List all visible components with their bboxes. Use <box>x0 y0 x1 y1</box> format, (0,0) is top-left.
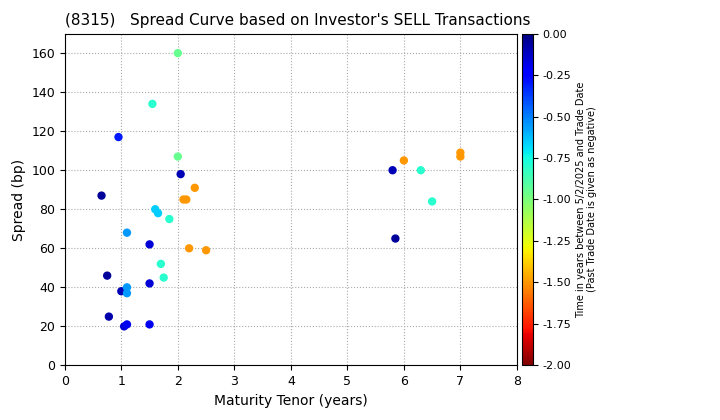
Point <box>155 260 166 267</box>
Point <box>103 313 114 320</box>
Point <box>172 153 184 160</box>
Point <box>144 280 156 287</box>
Point <box>150 206 161 213</box>
Text: (8315)   Spread Curve based on Investor's SELL Transactions: (8315) Spread Curve based on Investor's … <box>65 13 531 28</box>
Point <box>181 196 192 203</box>
Point <box>121 321 132 328</box>
Point <box>144 321 156 328</box>
Point <box>415 167 426 173</box>
Point <box>96 192 107 199</box>
Point <box>163 215 175 222</box>
Point <box>398 157 410 164</box>
Point <box>387 167 398 173</box>
Point <box>200 247 212 254</box>
Point <box>118 323 130 330</box>
Point <box>175 171 186 178</box>
Point <box>390 235 401 242</box>
Point <box>178 196 189 203</box>
X-axis label: Maturity Tenor (years): Maturity Tenor (years) <box>214 394 368 408</box>
Point <box>121 290 132 297</box>
Point <box>184 245 195 252</box>
Point <box>121 284 132 291</box>
Point <box>454 153 466 160</box>
Point <box>172 50 184 56</box>
Point <box>426 198 438 205</box>
Y-axis label: Spread (bp): Spread (bp) <box>12 158 26 241</box>
Point <box>121 229 132 236</box>
Point <box>102 272 113 279</box>
Point <box>147 100 158 107</box>
Point <box>454 149 466 156</box>
Point <box>115 288 127 294</box>
Point <box>158 274 169 281</box>
Point <box>113 134 125 140</box>
Point <box>153 210 164 217</box>
Point <box>189 184 201 191</box>
Point <box>144 241 156 248</box>
Y-axis label: Time in years between 5/2/2025 and Trade Date
(Past Trade Date is given as negat: Time in years between 5/2/2025 and Trade… <box>575 81 597 318</box>
